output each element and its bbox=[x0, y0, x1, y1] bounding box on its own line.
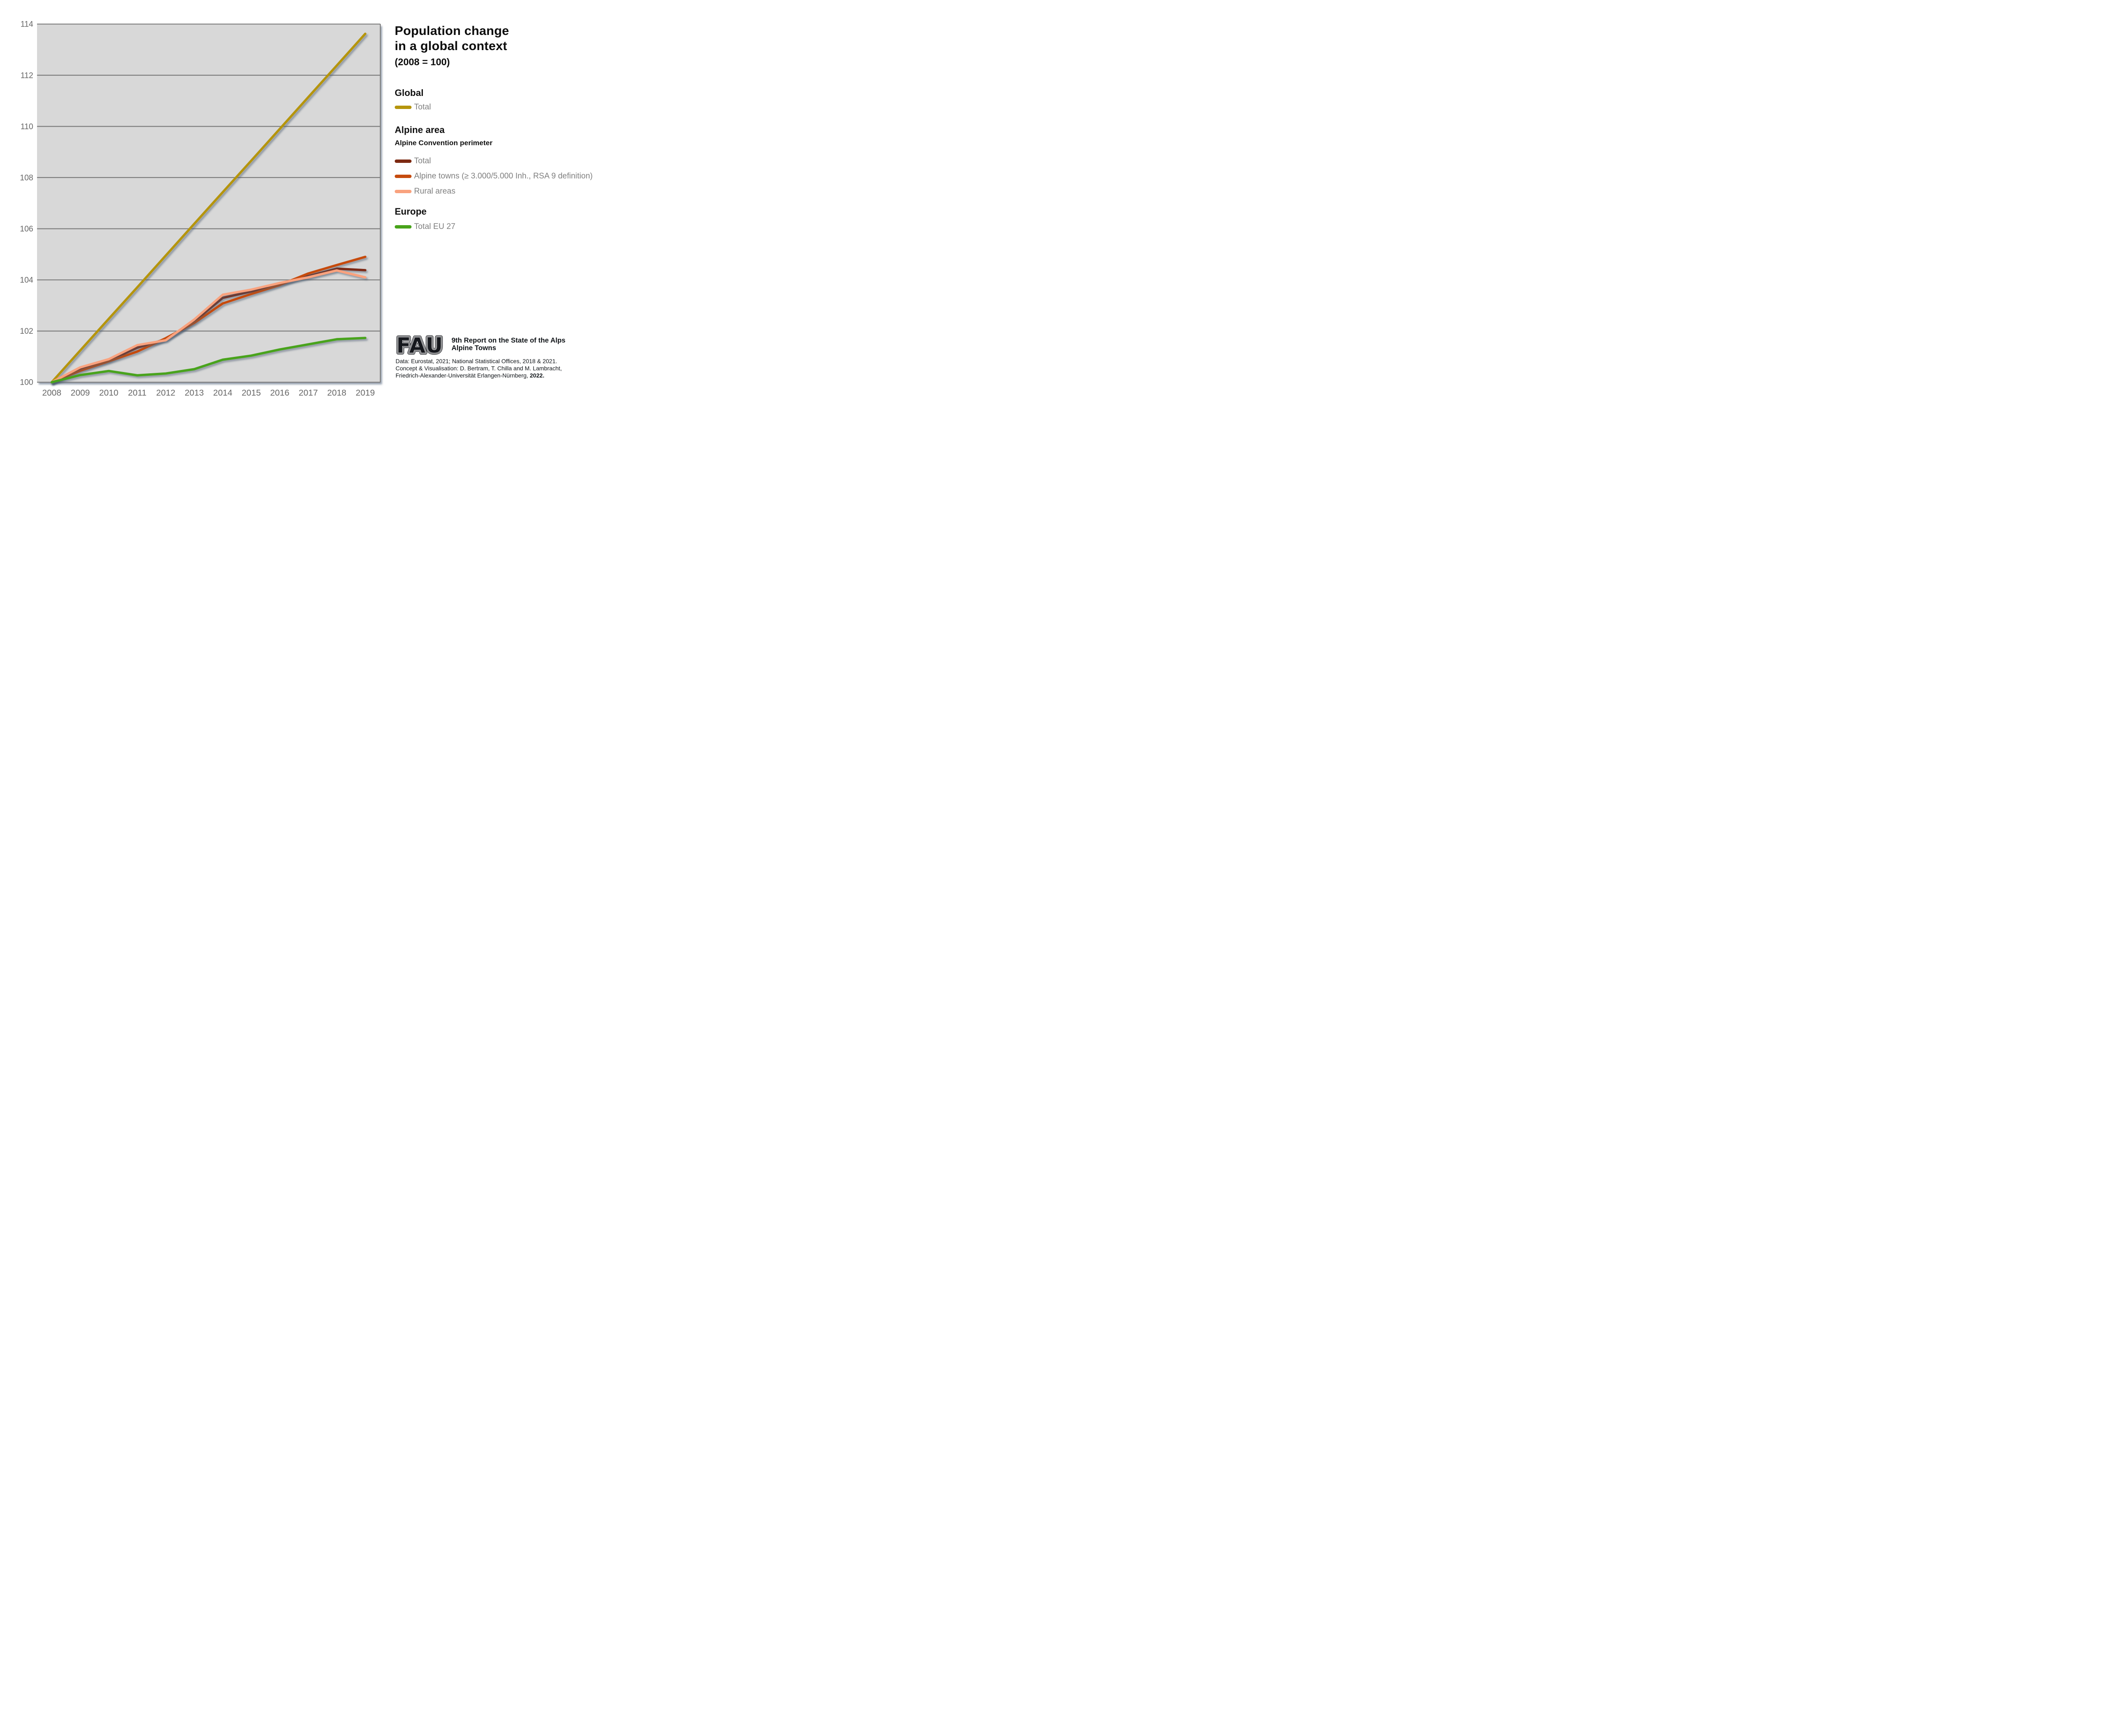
x-tick-label-2012: 2012 bbox=[156, 388, 175, 398]
legend-item-alpine-towns: Alpine towns (≥ 3.000/5.000 Inh., RSA 9 … bbox=[395, 172, 592, 181]
x-tick-label-2014: 2014 bbox=[213, 388, 233, 398]
legend-heading-europe: Europe bbox=[395, 206, 427, 217]
title-subtitle: (2008 = 100) bbox=[395, 56, 450, 67]
x-tick-label-2013: 2013 bbox=[185, 388, 204, 398]
y-tick-label: 102 bbox=[20, 327, 33, 336]
legend-label: Total bbox=[414, 103, 431, 112]
axis-labels: 100 102 104 106 108 110 112 114 2008 2009 2010 2011… bbox=[20, 20, 375, 398]
title-line-1: Population change bbox=[395, 24, 509, 38]
x-tick-label-2011: 2011 bbox=[128, 388, 146, 398]
y-tick-label: 114 bbox=[21, 20, 34, 29]
x-tick-label-2015: 2015 bbox=[242, 388, 261, 398]
legend-label: Total EU 27 bbox=[414, 222, 456, 231]
legend-heading-alpine: Alpine area bbox=[395, 125, 445, 135]
swatch-global-total-line bbox=[395, 106, 412, 109]
legend-label: Total bbox=[414, 157, 431, 165]
source-attribution: Data: Eurostat, 2021; National Statistic… bbox=[396, 358, 562, 379]
y-tick-label: 104 bbox=[20, 276, 33, 285]
plot-area bbox=[37, 24, 380, 383]
legend-item-global-total: Total bbox=[395, 103, 431, 112]
y-tick-label: 108 bbox=[20, 173, 33, 182]
legend-subheading-alpine: Alpine Convention perimeter bbox=[395, 139, 493, 147]
fau-logo-text-layer: FAU bbox=[396, 333, 444, 357]
x-tick-label-2010: 2010 bbox=[99, 388, 119, 398]
series-line:Global – Total bbox=[50, 32, 367, 384]
series-line:Alpine area – Alpine towns (≥ 3.000/5.000 Inh., RSA 9 definition) bbox=[50, 255, 367, 384]
series-line:Europe – Total EU 27 bbox=[50, 337, 367, 384]
source-line-1: Data: Eurostat, 2021; National Statistic… bbox=[396, 358, 557, 364]
legend-item-alpine-total: Total bbox=[395, 157, 431, 166]
x-tick-label-2018: 2018 bbox=[327, 388, 346, 398]
svg-text:FAU: FAU bbox=[396, 333, 444, 357]
report-line-1: 9th Report on the State of the Alps bbox=[452, 337, 566, 344]
source-line-3: Friedrich-Alexander-Universität Erlangen… bbox=[396, 372, 545, 379]
legend-label: Alpine towns (≥ 3.000/5.000 Inh., RSA 9 … bbox=[414, 172, 593, 181]
legend-item-eu27-total: Total EU 27 bbox=[395, 222, 455, 231]
x-tick-label-2017: 2017 bbox=[299, 388, 318, 398]
x-tick-label-2019: 2019 bbox=[356, 388, 375, 398]
y-tick-label: 110 bbox=[21, 122, 33, 131]
swatch-alpine-total-line bbox=[395, 160, 412, 163]
report-line-2: Alpine Towns bbox=[452, 344, 497, 352]
swatch-alpine-towns-line bbox=[395, 175, 412, 178]
infographic-root: 100 102 104 106 108 110 112 114 2008 2009 2010 2011… bbox=[0, 0, 660, 410]
y-tick-label: 112 bbox=[21, 71, 33, 80]
x-tick-label-2016: 2016 bbox=[270, 388, 290, 398]
swatch-eu27-line bbox=[395, 225, 412, 229]
legend-heading-global: Global bbox=[395, 88, 424, 98]
y-tick-label: 100 bbox=[20, 378, 33, 387]
y-tick-label: 106 bbox=[20, 225, 33, 234]
fau-university-logo: FAU FAU FAU FAU FAU bbox=[396, 333, 445, 357]
source-line-2: Concept & Visualisation: D. Bertram, T. … bbox=[396, 365, 562, 372]
population-line-chart: 100 102 104 106 108 110 112 114 2008 2009 2010 2011… bbox=[20, 20, 381, 398]
page-title: Population change in a global context (2… bbox=[395, 24, 509, 68]
svg-text:FAU: FAU bbox=[396, 333, 444, 357]
legend-label: Rural areas bbox=[414, 187, 456, 196]
series-lines bbox=[50, 32, 367, 384]
x-tick-label-2009: 2009 bbox=[71, 388, 90, 398]
series-line:Alpine area – Rural areas bbox=[50, 269, 367, 384]
swatch-rural-areas-line bbox=[395, 190, 412, 193]
report-title: 9th Report on the State of the Alps Alpi… bbox=[452, 337, 566, 352]
svg-text:FAU: FAU bbox=[396, 333, 444, 357]
title-line-2: in a global context bbox=[395, 39, 507, 53]
legend-item-rural-areas: Rural areas bbox=[395, 187, 455, 196]
source-year: 2022. bbox=[530, 372, 545, 379]
gridlines bbox=[37, 24, 381, 383]
svg-text:FAU: FAU bbox=[396, 333, 444, 357]
x-tick-label-2008: 2008 bbox=[42, 388, 61, 398]
